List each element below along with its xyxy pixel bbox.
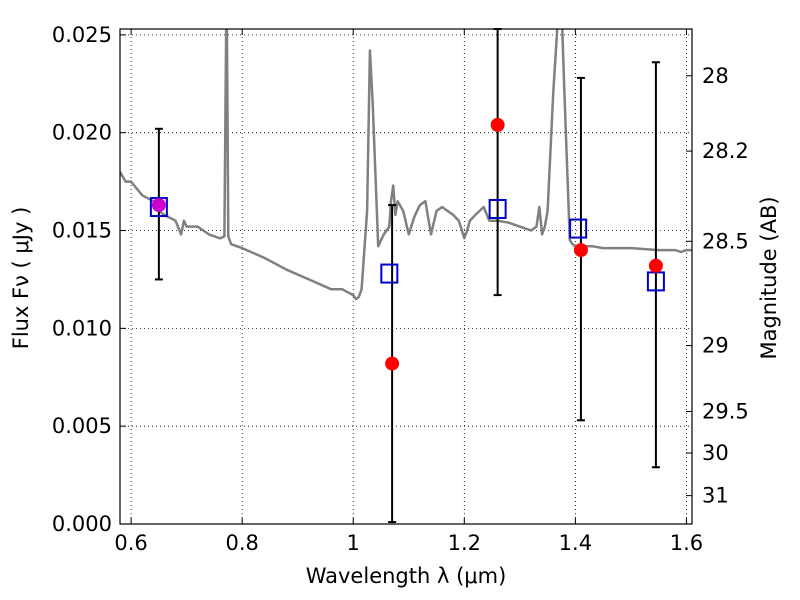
y-tick-label: 0.020	[52, 121, 112, 145]
y-tick-label: 0.000	[52, 512, 112, 536]
observed-point	[385, 356, 400, 371]
y-tick-label: 0.025	[52, 23, 112, 47]
model-square-marker	[380, 263, 399, 284]
plot-frame	[119, 28, 693, 525]
y2-tick-label: 29.5	[702, 400, 749, 424]
model-square-marker	[569, 218, 588, 239]
y2-tick-label: 28	[702, 64, 729, 88]
x-tick-label: 1.4	[559, 531, 592, 555]
y2-axis-title: Magnitude (AB)	[757, 196, 781, 359]
x-tick-label: 1.6	[670, 531, 703, 555]
x-tick-label: 1.2	[448, 531, 481, 555]
y2-tick-label: 30	[702, 441, 729, 465]
observed-point	[151, 198, 166, 213]
y2-tick-label: 28.2	[702, 139, 749, 163]
model-square-marker	[488, 199, 507, 219]
observed-point	[490, 117, 505, 132]
model-square-layer	[149, 197, 665, 292]
y-tick-label: 0.010	[52, 316, 112, 340]
y-tick-label: 0.005	[52, 414, 112, 438]
y2-axis-ticks: 28 28.2 28.5 29 29.5 30 31	[686, 64, 749, 508]
y-axis-title: Flux Fν ( μJy )	[9, 207, 33, 350]
y-tick-label: 0.015	[52, 219, 112, 243]
y2-tick-label: 28.5	[702, 229, 749, 253]
x-tick-label: 1	[347, 531, 360, 555]
x-axis-title: Wavelength λ (μm)	[306, 564, 507, 588]
model-spectrum-layer	[120, 29, 692, 301]
y2-tick-label: 29	[702, 334, 729, 358]
observed-point-layer	[151, 117, 663, 371]
x-tick-label: 0.6	[114, 531, 147, 555]
model-square-marker	[149, 197, 168, 218]
observed-point	[573, 243, 588, 258]
model-spectrum-line	[120, 29, 692, 301]
y-axis-ticks: 0.000 0.005 0.010 0.015 0.020 0.025	[52, 23, 126, 536]
observed-point	[648, 258, 663, 273]
x-tick-label: 0.8	[225, 531, 258, 555]
y2-tick-label: 31	[702, 484, 729, 508]
x-axis-ticks: 0.6 0.8 1 1.2 1.4 1.6	[114, 29, 703, 555]
